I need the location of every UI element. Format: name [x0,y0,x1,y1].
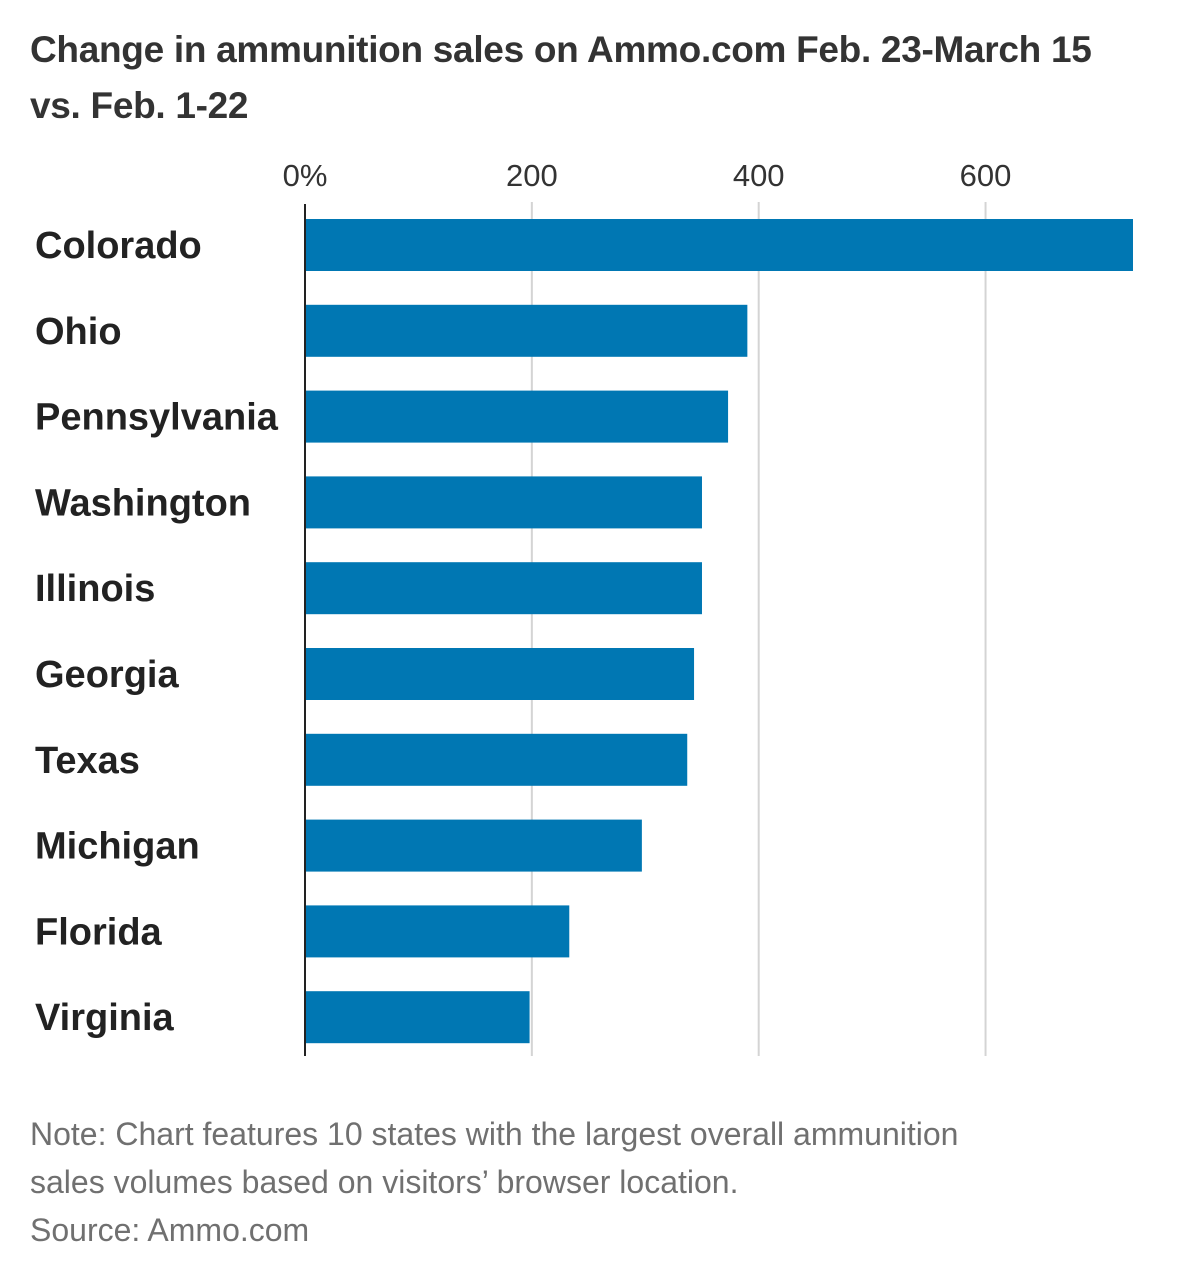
category-label: Georgia [35,654,179,696]
source-text: Source: Ammo.com [30,1212,310,1248]
bar-florida [306,905,570,958]
category-label: Texas [35,740,140,782]
tick-labels: 0% 200 400 600 [283,158,1012,193]
tick-label: 200 [506,158,558,193]
chart-title: Change in ammunition sales on Ammo.com F… [30,29,1092,126]
bar-pennsylvania [306,390,729,443]
bar-chart: 0% 200 400 600 Colorado Ohio Pennsylvania Wash… [35,158,1133,1056]
bar-texas [306,733,688,786]
category-label: Illinois [35,568,155,610]
bar-virginia [306,991,530,1044]
bar-georgia [306,648,695,700]
category-label: Ohio [35,311,122,353]
category-label: Virginia [35,997,175,1039]
bar-ohio [306,304,748,357]
category-label: Michigan [35,826,200,868]
bars [306,219,1133,1044]
chart-notes: Note: Chart features 10 states with the … [30,1110,1150,1254]
tick-label: 0% [283,158,328,193]
bar-colorado [306,219,1133,271]
bar-illinois [306,562,702,615]
tick-label: 600 [960,158,1012,193]
category-label: Pennsylvania [35,397,279,439]
note-line-1: Note: Chart features 10 states with the … [30,1116,959,1152]
bar-washington [306,476,702,529]
tick-label: 400 [733,158,785,193]
category-labels: Colorado Ohio Pennsylvania Washington Illino… [35,225,279,1039]
note-line-2: sales volumes based on visitors’ browser… [30,1164,739,1200]
category-label: Colorado [35,225,202,267]
category-label: Florida [35,911,163,953]
bar-michigan [306,819,642,872]
category-label: Washington [35,482,251,524]
